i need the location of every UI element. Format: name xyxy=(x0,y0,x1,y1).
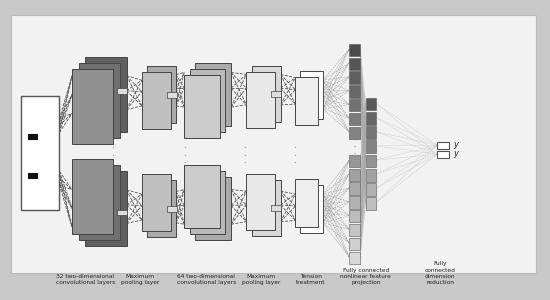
Bar xyxy=(366,98,376,110)
Bar xyxy=(349,85,360,98)
Bar xyxy=(142,174,170,231)
Bar xyxy=(300,184,323,232)
Bar xyxy=(366,155,376,167)
Text: Tension
treatment: Tension treatment xyxy=(296,274,326,285)
Bar xyxy=(246,174,275,230)
Text: .
.
.: . . . xyxy=(112,141,114,165)
Bar xyxy=(349,252,360,264)
Bar xyxy=(21,96,59,210)
Bar xyxy=(147,180,176,237)
Bar xyxy=(366,183,376,196)
Bar xyxy=(184,75,220,138)
Bar xyxy=(142,72,170,129)
Bar xyxy=(167,92,177,98)
Bar xyxy=(11,15,536,273)
Bar xyxy=(79,165,120,240)
Bar xyxy=(349,44,360,56)
Text: 64 two-dimensional
convolutional layers: 64 two-dimensional convolutional layers xyxy=(177,274,236,285)
Text: Fully
connected
dimension
reduction: Fully connected dimension reduction xyxy=(425,261,455,285)
Bar xyxy=(271,91,281,97)
Bar xyxy=(167,206,177,212)
Bar xyxy=(349,113,360,125)
Text: .
.
.: . . . xyxy=(293,141,295,165)
Bar xyxy=(246,72,275,128)
Bar xyxy=(437,151,449,158)
Bar xyxy=(349,169,360,181)
Text: .
.
.: . . . xyxy=(183,141,185,165)
Bar xyxy=(349,99,360,111)
Bar xyxy=(190,171,225,234)
Bar xyxy=(184,165,220,228)
Bar xyxy=(271,205,281,211)
Bar xyxy=(195,63,231,126)
Bar xyxy=(300,70,323,118)
Bar xyxy=(295,178,318,226)
Text: Maximum
pooling layer: Maximum pooling layer xyxy=(121,274,160,285)
Bar xyxy=(85,57,126,132)
Text: ·
·
·: · · · xyxy=(354,137,356,158)
Bar xyxy=(195,177,231,240)
Bar xyxy=(366,197,376,210)
Bar xyxy=(28,173,37,178)
Bar xyxy=(72,159,113,234)
Bar xyxy=(366,140,376,153)
Bar xyxy=(349,224,360,236)
Text: .
.
.: . . . xyxy=(244,141,246,165)
Bar xyxy=(349,58,360,70)
Bar xyxy=(349,155,360,167)
Text: Maximum
pooling layer: Maximum pooling layer xyxy=(242,274,280,285)
Bar xyxy=(72,69,113,144)
Bar xyxy=(437,142,449,148)
Text: 32 two-dimensional
convolutional layers: 32 two-dimensional convolutional layers xyxy=(56,274,115,285)
Bar xyxy=(366,126,376,139)
Bar xyxy=(366,112,376,124)
Bar xyxy=(85,171,126,246)
Bar xyxy=(28,134,37,139)
Bar xyxy=(366,169,376,182)
Bar xyxy=(117,210,127,215)
Bar xyxy=(349,71,360,84)
Bar xyxy=(349,182,360,195)
Bar xyxy=(147,66,176,123)
Bar xyxy=(349,210,360,222)
Bar xyxy=(295,76,318,124)
Bar xyxy=(349,238,360,250)
Text: $y$: $y$ xyxy=(453,149,460,160)
Bar xyxy=(349,127,360,139)
Bar xyxy=(349,196,360,208)
Text: Fully connected
nonlinear feature
projection: Fully connected nonlinear feature projec… xyxy=(340,268,391,285)
Text: $y$: $y$ xyxy=(453,140,460,151)
Bar xyxy=(190,69,225,132)
Bar xyxy=(117,88,127,94)
Bar xyxy=(79,63,120,138)
Bar xyxy=(252,66,280,122)
Bar xyxy=(252,180,280,236)
